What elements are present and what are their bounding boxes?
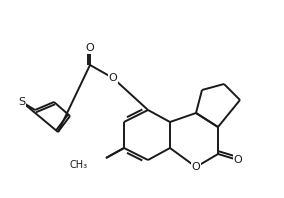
Text: S: S — [18, 97, 26, 107]
Text: O: O — [85, 43, 94, 53]
Text: CH₃: CH₃ — [70, 160, 88, 170]
Text: O: O — [192, 162, 201, 172]
Text: O: O — [234, 155, 242, 165]
Text: O: O — [108, 73, 117, 83]
